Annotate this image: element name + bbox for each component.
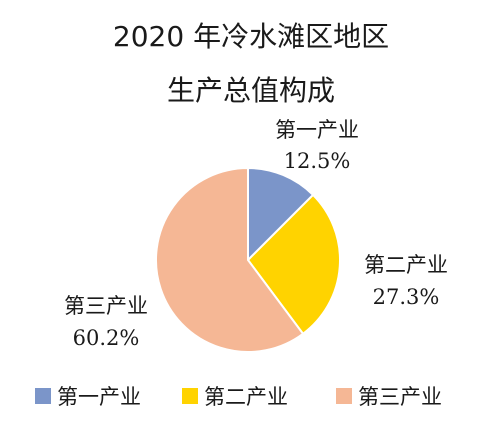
- slice-label-primary-name: 第一产业: [275, 118, 359, 142]
- legend-swatch-tertiary: [336, 388, 352, 404]
- pie-slices: [155, 166, 341, 353]
- legend-swatch-secondary: [182, 388, 198, 404]
- slice-label-tertiary-name: 第三产业: [64, 294, 148, 318]
- slice-label-tertiary-value: 60.2%: [73, 326, 140, 350]
- pie-slice-secondary: [246, 193, 341, 336]
- slice-label-primary-value: 12.5%: [284, 149, 351, 173]
- pie-slice-primary: [247, 166, 315, 263]
- chart-title-line-2: 生产总值构成: [167, 74, 335, 107]
- slice-label-secondary-name: 第二产业: [364, 253, 448, 277]
- legend-label-primary: 第一产业: [57, 385, 141, 409]
- slice-label-secondary-value: 27.3%: [373, 285, 440, 309]
- chart-legend: 第一产业 第二产业 第三产业: [35, 385, 442, 409]
- pie-slice-tertiary: [155, 166, 305, 353]
- legend-swatch-primary: [35, 388, 51, 404]
- chart-title-line-1: 2020 年冷水滩区地区: [113, 20, 389, 53]
- legend-label-secondary: 第二产业: [204, 385, 288, 409]
- legend-label-tertiary: 第三产业: [358, 385, 442, 409]
